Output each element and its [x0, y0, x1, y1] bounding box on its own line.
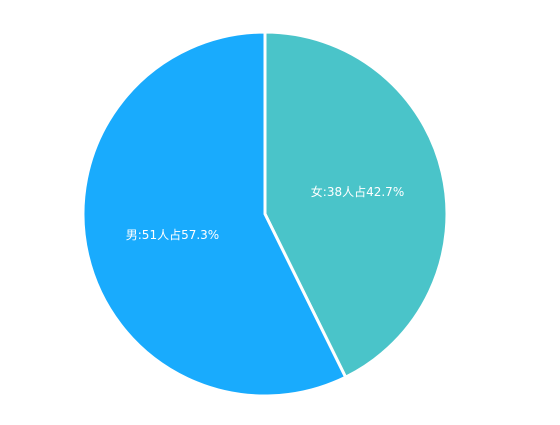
pie-slice	[81, 30, 348, 398]
slice-label: 女:38人占42.7%	[311, 184, 404, 199]
pie-slice	[263, 30, 449, 380]
slice-label: 男:51人占57.3%	[126, 227, 219, 242]
